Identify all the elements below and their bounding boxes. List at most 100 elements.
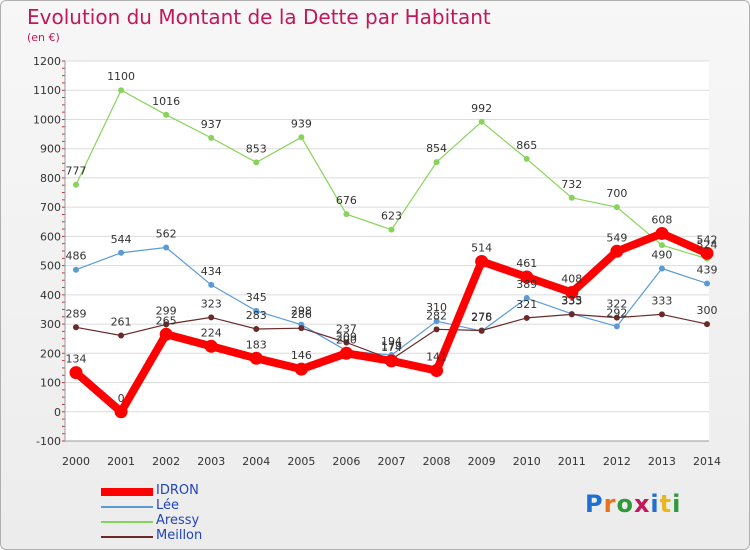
value-label-meillon: 237 — [336, 322, 357, 335]
y-tick-label: 0 — [54, 406, 61, 419]
value-label-idron: 265 — [156, 314, 177, 327]
logo-letter: o — [616, 490, 634, 518]
data-point-meillon — [343, 339, 350, 346]
data-point-aressy — [433, 159, 440, 166]
value-label-aressy: 853 — [246, 142, 267, 155]
value-label-le: 292 — [606, 306, 627, 319]
value-label-idron: 408 — [561, 273, 582, 286]
data-point-aressy — [388, 226, 395, 233]
data-point-idron — [385, 354, 398, 368]
data-point-le — [73, 266, 79, 273]
value-label-idron: 514 — [471, 242, 492, 255]
logo-letter: r — [603, 490, 617, 518]
legend-swatch — [101, 506, 153, 508]
value-label-aressy: 732 — [561, 178, 582, 191]
value-label-meillon: 333 — [561, 294, 582, 307]
x-tick-label: 2004 — [242, 455, 270, 468]
data-point-aressy — [298, 134, 305, 141]
value-label-aressy: 1016 — [152, 95, 180, 108]
data-point-idron — [565, 286, 579, 300]
data-point-idron — [159, 327, 173, 341]
value-label-meillon: 299 — [156, 304, 177, 317]
logo-letter: i — [672, 490, 682, 518]
x-tick-label: 2008 — [423, 455, 451, 468]
value-label-idron: 549 — [606, 231, 627, 244]
value-label-le: 490 — [651, 249, 672, 262]
data-point-aressy — [253, 159, 260, 166]
value-label-le: 486 — [66, 250, 87, 263]
data-point-le — [704, 280, 710, 287]
data-point-le — [658, 265, 665, 272]
value-label-meillon: 283 — [246, 309, 267, 322]
data-point-le — [613, 323, 620, 330]
x-tick-label: 2000 — [62, 455, 90, 468]
x-tick-label: 2009 — [468, 455, 496, 468]
value-label-le: 335 — [561, 294, 582, 307]
value-label-aressy: 939 — [291, 117, 312, 130]
x-tick-label: 2012 — [603, 455, 631, 468]
data-point-idron — [520, 270, 534, 284]
y-tick-label: 700 — [40, 201, 61, 214]
data-point-le — [163, 244, 170, 251]
value-label-aressy: 676 — [336, 194, 357, 207]
data-point-aressy — [163, 111, 170, 118]
legend-swatch — [101, 536, 153, 538]
data-point-meillon — [118, 332, 125, 339]
value-label-aressy: 1100 — [107, 70, 135, 83]
y-tick-label: 500 — [40, 260, 61, 273]
data-point-meillon — [208, 314, 215, 321]
value-label-le: 310 — [426, 301, 447, 314]
value-label-aressy: 524 — [697, 239, 718, 252]
data-point-meillon — [658, 311, 665, 318]
value-label-aressy: 992 — [471, 102, 492, 115]
y-tick-label: 200 — [40, 347, 61, 360]
data-point-meillon — [523, 314, 530, 321]
value-label-idron: 461 — [516, 257, 537, 270]
data-point-aressy — [658, 242, 665, 249]
x-tick-label: 2006 — [332, 455, 360, 468]
data-point-aressy — [118, 87, 125, 94]
plot-area — [65, 61, 709, 441]
legend-label: Meillon — [156, 528, 203, 543]
value-label-idron: 141 — [426, 351, 447, 364]
data-point-idron — [249, 351, 263, 365]
data-point-idron — [204, 339, 218, 353]
value-label-meillon: 333 — [651, 294, 672, 307]
chart-unit: (en €) — [27, 31, 60, 44]
value-label-idron: 542 — [697, 233, 718, 246]
data-point-aressy — [208, 134, 215, 141]
data-point-le — [523, 295, 530, 302]
y-tick-label: 300 — [40, 318, 61, 331]
data-point-meillon — [478, 327, 485, 334]
data-point-meillon — [163, 321, 170, 328]
value-label-le: 194 — [381, 335, 402, 348]
value-label-le: 439 — [697, 263, 718, 276]
x-tick-label: 2011 — [558, 455, 586, 468]
value-label-le: 434 — [201, 265, 222, 278]
value-label-le: 544 — [111, 233, 132, 246]
value-label-idron: 146 — [291, 349, 312, 362]
data-point-meillon — [613, 314, 620, 321]
logo-letter: P — [585, 490, 604, 518]
value-label-le: 209 — [336, 331, 357, 344]
data-point-idron — [430, 364, 444, 378]
data-point-aressy — [613, 204, 620, 211]
value-label-idron: 200 — [336, 333, 357, 346]
data-point-idron — [700, 246, 714, 260]
y-tick-label: 1000 — [33, 113, 61, 126]
value-label-aressy: 700 — [606, 187, 627, 200]
y-tick-label: 1200 — [33, 55, 61, 68]
y-tick-label: -100 — [36, 435, 61, 448]
value-label-le: 276 — [471, 311, 492, 324]
x-tick-label: 2007 — [378, 455, 406, 468]
legend-swatch — [101, 521, 153, 523]
x-tick-label: 2001 — [107, 455, 135, 468]
data-point-meillon — [704, 321, 710, 328]
x-tick-label: 2003 — [197, 455, 225, 468]
value-label-aressy: 854 — [426, 142, 447, 155]
value-label-meillon: 282 — [426, 309, 447, 322]
logo-letter: t — [659, 490, 673, 518]
legend-label: Lée — [156, 498, 180, 513]
